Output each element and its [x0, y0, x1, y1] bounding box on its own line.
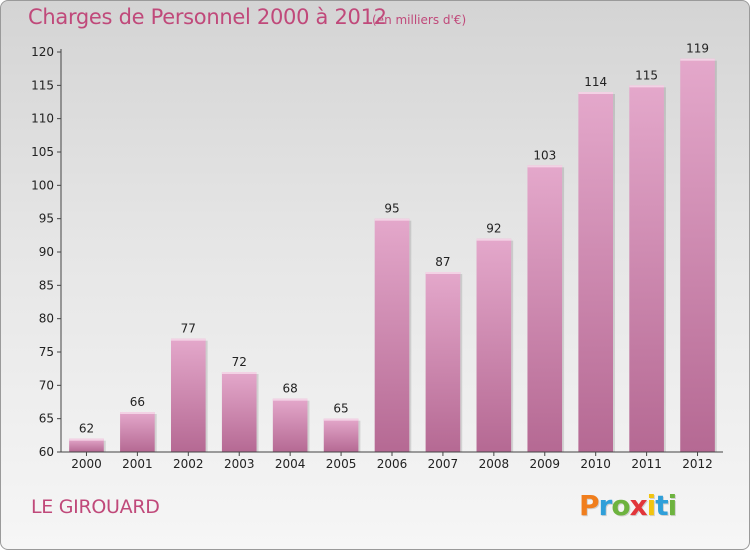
x-tick-label: 2000 — [71, 457, 102, 471]
x-tick-label: 2012 — [682, 457, 713, 471]
y-tick-label: 75 — [39, 345, 54, 359]
bar — [170, 338, 206, 452]
bar — [221, 372, 257, 452]
logo-letter: P — [579, 489, 600, 522]
bar — [323, 418, 359, 452]
y-tick-label: 60 — [39, 445, 54, 459]
bar-value-label: 72 — [232, 355, 247, 369]
bar-top-highlight — [120, 412, 155, 414]
bar — [578, 92, 614, 452]
y-tick-label: 70 — [39, 378, 54, 392]
y-tick-label: 95 — [39, 212, 54, 226]
bar-value-label: 66 — [130, 395, 145, 409]
x-tick-label: 2001 — [122, 457, 153, 471]
x-tick-label: 2004 — [275, 457, 306, 471]
bar-value-label: 119 — [686, 42, 709, 56]
x-tick-label: 2002 — [173, 457, 204, 471]
logo-letter: t — [655, 489, 668, 522]
bar-top-highlight — [476, 238, 512, 241]
bar — [629, 85, 664, 452]
y-tick-label: 80 — [39, 312, 54, 326]
chart-title: Charges de Personnel 2000 à 2012 — [28, 5, 387, 29]
y-tick-label: 65 — [39, 412, 54, 426]
commune-name: LE GIROUARD — [31, 496, 160, 518]
y-tick-label: 105 — [31, 145, 54, 159]
bar — [374, 218, 410, 452]
y-tick-label: 120 — [31, 45, 54, 59]
x-tick-label: 2003 — [224, 457, 255, 471]
logo-letter: i — [646, 489, 657, 522]
y-tick-label: 100 — [31, 178, 54, 192]
x-tick-label: 2010 — [580, 457, 611, 471]
bar-value-label: 77 — [181, 322, 196, 336]
bar-value-label: 87 — [435, 255, 450, 269]
bar-value-label: 68 — [283, 382, 298, 396]
bar — [425, 272, 461, 452]
x-tick-label: 2009 — [529, 457, 560, 471]
bar-top-highlight — [425, 272, 461, 274]
bar — [527, 165, 563, 453]
logo-letter: i — [667, 489, 678, 522]
x-tick-label: 2005 — [326, 457, 357, 471]
bar-value-label: 103 — [533, 148, 556, 162]
x-tick-label: 2007 — [428, 457, 459, 471]
bar-value-label: 95 — [384, 202, 399, 216]
logo-letter: r — [598, 489, 613, 522]
bar — [680, 58, 715, 453]
y-tick-label: 115 — [31, 78, 54, 92]
bar-value-label: 65 — [333, 402, 348, 416]
x-tick-label: 2008 — [479, 457, 510, 471]
logo-letter: o — [611, 489, 630, 522]
x-tick-label: 2011 — [631, 457, 662, 471]
bar-value-label: 62 — [79, 422, 94, 436]
bar-value-label: 115 — [635, 68, 658, 82]
bar-top-highlight — [69, 438, 104, 441]
bar — [476, 238, 512, 452]
bar-value-label: 114 — [584, 75, 607, 89]
x-tick-label: 2006 — [377, 457, 408, 471]
bar — [120, 412, 155, 452]
y-tick-label: 85 — [39, 278, 54, 292]
bar-top-highlight — [272, 398, 308, 401]
bar-top-highlight — [680, 58, 715, 61]
bar-top-highlight — [374, 218, 410, 221]
bar — [272, 398, 308, 452]
proxiti-logo: Proxiti — [579, 489, 678, 522]
bar-top-highlight — [170, 338, 206, 341]
logo-letter: x — [629, 489, 648, 522]
bar-top-highlight — [323, 418, 359, 421]
bar-top-highlight — [578, 92, 614, 94]
bar-top-highlight — [629, 85, 664, 88]
bar-top-highlight — [221, 372, 257, 374]
y-tick-label: 110 — [31, 112, 54, 126]
bar — [69, 438, 104, 452]
bar-value-label: 92 — [486, 222, 501, 236]
bar-top-highlight — [527, 165, 563, 168]
y-tick-label: 90 — [39, 245, 54, 259]
chart-subtitle: (en milliers d'€) — [372, 13, 467, 27]
